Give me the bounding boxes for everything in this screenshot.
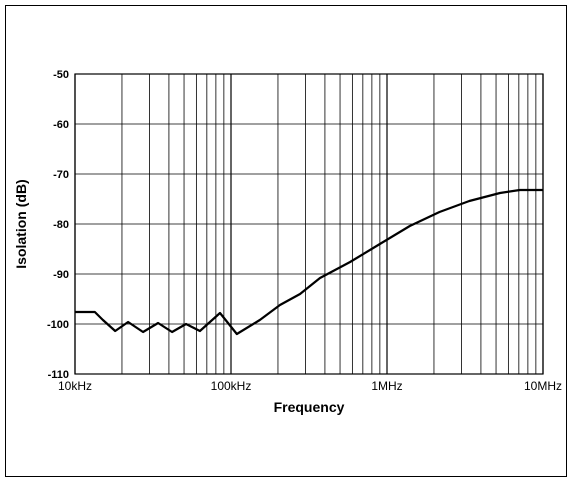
y-tick-label: -100 xyxy=(47,319,69,331)
line-series xyxy=(75,188,543,336)
x-tick-label: 10kHz xyxy=(58,379,92,393)
x-tick-label: 100kHz xyxy=(211,379,252,393)
y-tick-label: -90 xyxy=(53,269,69,281)
y-tick-label: -70 xyxy=(53,169,69,181)
x-axis-label: Frequency xyxy=(274,399,345,415)
x-tick-label: 10MHz xyxy=(524,379,562,393)
plot-border xyxy=(74,73,544,375)
y-axis-label: Isolation (dB) xyxy=(13,179,29,268)
y-tick-label: -50 xyxy=(53,69,69,81)
x-tick-label: 1MHz xyxy=(371,379,402,393)
y-tick-label: -110 xyxy=(48,369,69,381)
y-tick-label: -60 xyxy=(53,119,69,131)
y-tick-label: -80 xyxy=(53,219,69,231)
